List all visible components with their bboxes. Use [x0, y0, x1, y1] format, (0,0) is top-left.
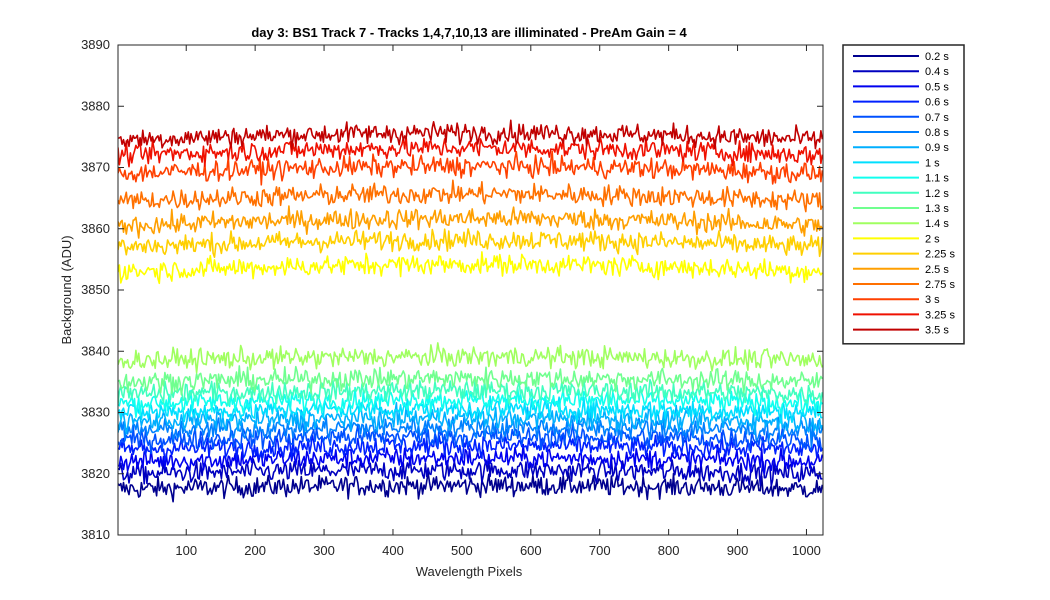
- axes: 100 200 300 400 500 600 700 800 900 1000 3810 3820 3…: [81, 37, 824, 558]
- legend-label: 0.4 s: [925, 66, 949, 78]
- x-tick-label: 100: [175, 543, 197, 558]
- legend-label: 1 s: [925, 157, 940, 169]
- y-tick-label: 3890: [81, 37, 110, 52]
- x-axis-label: Wavelength Pixels: [416, 564, 523, 579]
- legend-label: 1.3 s: [925, 203, 949, 215]
- legend: 0.2 s 0.4 s 0.5 s 0.6 s 0.7 s 0.8 s 0.9 s 1 s 1.…: [842, 44, 965, 345]
- x-tick-label: 700: [589, 543, 611, 558]
- legend-label: 0.2 s: [925, 51, 949, 63]
- series-line-0-4-s: [118, 456, 823, 487]
- legend-label: 2.25 s: [925, 249, 955, 261]
- legend-label: 0.5 s: [925, 81, 949, 93]
- legend-label: 0.9 s: [925, 142, 949, 154]
- series-line-0-9-s: [118, 401, 823, 436]
- y-tick-label: 3860: [81, 221, 110, 236]
- x-tick-label: 300: [313, 543, 335, 558]
- series-line-0-8-s: [118, 413, 823, 448]
- series-line-2-5-s: [118, 205, 823, 239]
- x-tick-label: 800: [658, 543, 680, 558]
- legend-label: 3 s: [925, 294, 940, 306]
- y-tick-label: 3820: [81, 466, 110, 481]
- x-tick-label: 600: [520, 543, 542, 558]
- series-line-0-5-s: [118, 443, 823, 475]
- y-tick-label: 3840: [81, 343, 110, 358]
- legend-label: 1.4 s: [925, 218, 949, 230]
- series-line-1-1-s: [118, 385, 823, 419]
- legend-label: 0.8 s: [925, 127, 949, 139]
- y-tick-label: 3830: [81, 405, 110, 420]
- series-line-1-3-s: [118, 365, 823, 396]
- plot-area: [118, 45, 823, 535]
- y-tick-label: 3850: [81, 282, 110, 297]
- legend-label: 2 s: [925, 233, 940, 245]
- legend-label: 1.2 s: [925, 188, 949, 200]
- legend-label: 3.5 s: [925, 325, 949, 337]
- legend-label: 0.6 s: [925, 97, 949, 109]
- legend-box: [842, 44, 965, 345]
- chart-title: day 3: BS1 Track 7 - Tracks 1,4,7,10,13 …: [251, 25, 687, 40]
- x-tick-label: 400: [382, 543, 404, 558]
- series-line-1-4-s: [118, 342, 823, 374]
- legend-label: 3.25 s: [925, 309, 955, 321]
- x-tick-label: 900: [727, 543, 749, 558]
- series-lines: [118, 119, 823, 503]
- y-tick-label: 3880: [81, 98, 110, 113]
- series-line-0-2-s: [118, 471, 823, 503]
- series-line-3-5-s: [118, 119, 823, 150]
- y-axis-label: Background (ADU): [59, 235, 74, 344]
- series-line-2-s: [118, 251, 823, 285]
- legend-label: 2.75 s: [925, 279, 955, 291]
- legend-label: 0.7 s: [925, 112, 949, 124]
- series-line-3-25-s: [118, 135, 823, 168]
- series-line-2-25-s: [118, 228, 823, 259]
- series-line-1-2-s: [118, 378, 823, 406]
- series-line-2-75-s: [118, 179, 823, 213]
- legend-label: 1.1 s: [925, 173, 949, 185]
- y-tick-label: 3870: [81, 160, 110, 175]
- series-line-0-7-s: [118, 421, 823, 455]
- legend-label: 2.5 s: [925, 264, 949, 276]
- x-tick-label: 1000: [792, 543, 821, 558]
- x-tick-label: 200: [244, 543, 266, 558]
- y-tick-label: 3810: [81, 527, 110, 542]
- series-line-3-s: [118, 150, 823, 186]
- series-line-1-s: [118, 395, 823, 424]
- x-tick-label: 500: [451, 543, 473, 558]
